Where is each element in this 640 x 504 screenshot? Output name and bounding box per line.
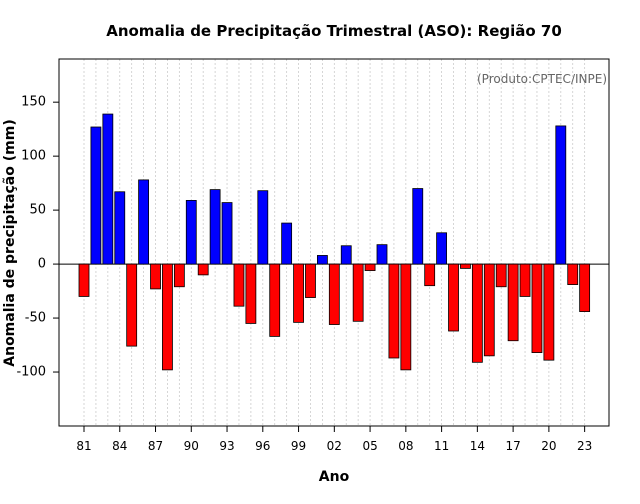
bar-1999 [293, 263, 304, 323]
bar-2005 [364, 263, 376, 271]
credit-label: (Produto:CPTEC/INPE) [477, 72, 607, 86]
bar-2004 [352, 263, 364, 322]
bar-1996 [257, 190, 269, 265]
bar-2019 [531, 263, 543, 353]
bar-1981 [78, 263, 90, 297]
bars [78, 113, 591, 371]
y-axis-label: Anomalia de precipitação (mm) [2, 119, 18, 366]
bar-1991 [197, 263, 209, 276]
chart-title: Anomalia de Precipitação Trimestral (ASO… [106, 22, 562, 40]
bar-2016 [495, 263, 507, 288]
x-tick-label: 23 [577, 439, 592, 453]
x-tick-label: 87 [148, 439, 163, 453]
bar-2009 [412, 188, 424, 265]
x-tick-label: 17 [505, 439, 520, 453]
y-tick-label: 100 [21, 149, 46, 164]
y-tick-label: -50 [25, 311, 46, 326]
x-tick-label: 11 [434, 439, 449, 453]
bar-2002 [328, 263, 340, 325]
bar-2022 [567, 263, 579, 285]
bar-2015 [483, 263, 495, 357]
bar-1997 [269, 263, 281, 337]
bar-1993 [221, 202, 233, 265]
bar-1995 [245, 263, 257, 324]
bar-2013 [460, 263, 471, 269]
bar-1992 [209, 189, 221, 265]
bar-2023 [579, 263, 591, 312]
x-tick-label: 05 [362, 439, 377, 453]
y-tick-label: 150 [21, 95, 46, 110]
bar-2007 [388, 263, 400, 359]
bar-2012 [448, 263, 459, 332]
x-tick-label: 08 [398, 439, 413, 453]
x-tick-label: 14 [470, 439, 485, 453]
bar-1989 [173, 263, 185, 288]
x-axis: 81 84 87 90 93 96 99 02 05 08 11 14 17 20 23 [76, 426, 592, 453]
x-tick-label: 90 [184, 439, 199, 453]
bar-1984 [114, 191, 126, 265]
bar-1988 [162, 263, 173, 371]
bar-1990 [185, 200, 197, 265]
x-tick-label: 93 [219, 439, 234, 453]
bar-2006 [376, 244, 388, 265]
y-tick-label: -100 [16, 365, 46, 380]
bar-2008 [400, 263, 412, 371]
bar-1987 [150, 263, 161, 290]
bar-2021 [555, 125, 567, 265]
bar-1983 [102, 113, 114, 265]
bar-2003 [340, 245, 352, 265]
bar-1994 [233, 263, 245, 307]
bar-2000 [305, 263, 316, 298]
x-tick-label: 84 [112, 439, 127, 453]
y-tick-label: 0 [38, 257, 46, 272]
bar-2010 [424, 263, 436, 287]
bar-1986 [138, 179, 150, 265]
bar-1998 [281, 222, 293, 265]
bar-2020 [543, 263, 555, 361]
x-tick-label: 99 [291, 439, 306, 453]
x-tick-label: 02 [327, 439, 342, 453]
bar-2001 [316, 255, 328, 265]
x-tick-label: 81 [76, 439, 91, 453]
x-tick-label: 96 [255, 439, 270, 453]
bar-2017 [507, 263, 519, 342]
grid-lines [83, 59, 586, 426]
y-axis: -100 -50 0 50 100 150 [16, 95, 59, 380]
x-axis-label: Ano [319, 469, 350, 485]
bar-2011 [436, 232, 448, 265]
bar-2018 [519, 263, 531, 297]
bar-2014 [471, 263, 483, 363]
y-tick-label: 50 [29, 203, 46, 218]
x-tick-label: 20 [541, 439, 556, 453]
bar-1985 [126, 263, 138, 347]
bar-1982 [90, 126, 102, 265]
